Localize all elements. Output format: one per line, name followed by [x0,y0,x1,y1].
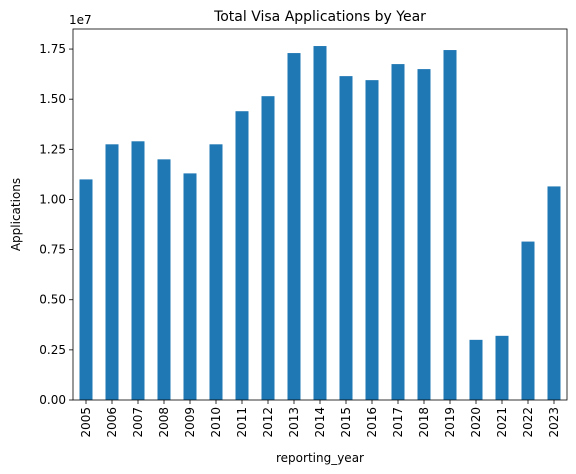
bar-2005 [79,179,93,400]
x-tick-label: 2018 [417,407,431,438]
bar-2016 [365,80,379,400]
y-axis-label: Applications [9,178,23,251]
x-tick-label: 2016 [365,407,379,438]
x-tick-label: 2012 [261,407,275,438]
x-tick-label: 2015 [339,407,353,438]
bar-2008 [157,159,171,400]
y-tick-label: 0.25 [39,343,66,357]
bar-2011 [235,111,249,400]
bar-2013 [287,53,301,400]
x-tick-label: 2010 [209,407,223,438]
bar-2019 [443,50,457,400]
y-axis-offset-label: 1e7 [69,13,92,27]
x-tick-label: 2017 [391,407,405,438]
bar-2009 [183,173,197,400]
x-tick-label: 2005 [79,407,93,438]
x-tick-label: 2007 [131,407,145,438]
x-tick-label: 2023 [547,407,561,438]
y-tick-label: 1.25 [39,142,66,156]
bars-group [79,46,561,401]
bar-2020 [469,339,483,400]
y-tick-label: 0.00 [39,393,66,407]
y-tick-label: 1.00 [39,192,66,206]
bar-2017 [391,64,405,400]
x-tick-label: 2020 [469,407,483,438]
y-tick-label: 0.50 [39,293,66,307]
y-tick-label: 1.75 [39,42,66,56]
bar-2018 [417,69,431,401]
x-tick-label: 2006 [105,407,119,438]
x-tick-label: 2014 [313,407,327,438]
x-tick-label: 2019 [443,407,457,438]
bar-2007 [131,141,145,400]
y-axis-ticks: 0.00 0.25 0.50 0.75 1.00 1.25 1.50 1.75 [39,42,73,407]
x-axis-ticks: 2005 2006 2007 2008 2009 2010 2011 2012 2013 2014… [79,400,561,438]
y-tick-label: 0.75 [39,243,66,257]
bar-2010 [209,144,223,400]
x-tick-label: 2021 [495,407,509,438]
bar-2012 [261,96,275,400]
bar-2006 [105,144,119,400]
bar-2015 [339,76,353,401]
bar-2021 [495,335,509,400]
bar-2023 [547,186,561,400]
x-tick-label: 2022 [521,407,535,438]
plot-frame [72,28,568,401]
x-tick-label: 2013 [287,407,301,438]
bar-2014 [313,46,327,400]
x-tick-label: 2009 [183,407,197,438]
x-axis-label: reporting_year [276,451,364,465]
x-tick-label: 2011 [235,407,249,438]
chart-title: Total Visa Applications by Year [213,9,426,25]
x-tick-label: 2008 [157,407,171,438]
bar-2022 [521,241,535,400]
y-tick-label: 1.50 [39,92,66,106]
